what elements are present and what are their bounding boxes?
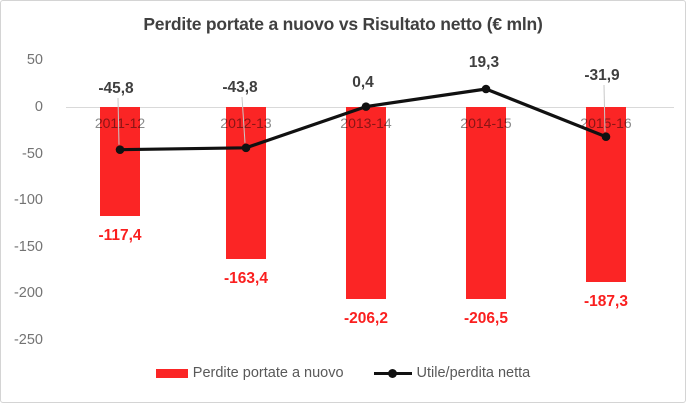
x-axis-category-label: 2012-13 — [220, 115, 272, 131]
legend-item-utile-perdita-netta[interactable]: Utile/perdita netta — [373, 365, 531, 381]
line-data-label: 0,4 — [352, 74, 374, 91]
bar-2011-12[interactable] — [100, 107, 140, 217]
y-axis-tick-label: 0 — [34, 99, 43, 115]
x-axis-category-label: 2011-12 — [94, 115, 146, 131]
bar-data-label: -163,4 — [224, 270, 268, 288]
bar-data-label: -206,5 — [464, 310, 508, 328]
y-axis-tick-label: -150 — [13, 238, 43, 255]
data-label-leader-line — [603, 84, 606, 132]
bar-data-label: -187,3 — [584, 292, 628, 310]
line-data-label: 19,3 — [468, 54, 500, 71]
chart-title: Perdite portate a nuovo vs Risultato net… — [143, 14, 543, 34]
data-label-leader-line — [117, 97, 120, 145]
line-data-label: -45,8 — [98, 80, 134, 97]
line-marker-2014-15[interactable] — [481, 84, 491, 94]
y-axis-tick-label: -50 — [22, 145, 43, 162]
y-axis-tick-label: 50 — [26, 52, 43, 69]
line-marker-2011-12[interactable] — [115, 145, 125, 154]
bar-swatch-icon — [155, 368, 188, 378]
line-data-label: -43,8 — [222, 79, 258, 96]
legend-item-perdite-portate-a-nuovo[interactable]: Perdite portate a nuovo — [155, 365, 344, 381]
bar-data-label: -117,4 — [98, 227, 142, 245]
x-axis-category-label: 2013-14 — [340, 115, 392, 131]
y-axis-tick-label: -200 — [13, 285, 43, 302]
legend-label-perdite: Perdite portate a nuovo — [192, 365, 344, 381]
line-marker-2013-14[interactable] — [361, 102, 371, 111]
bar-2013-14[interactable] — [346, 107, 386, 300]
line-data-label: -31,9 — [584, 67, 620, 84]
bar-data-label: -206,2 — [344, 310, 388, 328]
x-axis-category-label: 2015-16 — [580, 115, 632, 131]
bar-2014-15[interactable] — [466, 107, 506, 300]
legend-label-utile: Utile/perdita netta — [416, 365, 531, 381]
line-marker-2012-13[interactable] — [241, 143, 251, 153]
y-axis-tick-label: -250 — [13, 332, 43, 348]
data-label-leader-line — [241, 96, 246, 143]
utile-perdita-netta-line[interactable] — [119, 87, 607, 152]
x-axis-category-label: 2014-15 — [460, 115, 512, 131]
y-axis-tick-label: -100 — [13, 192, 43, 209]
bar-2012-13[interactable] — [226, 107, 266, 260]
legend: Perdite portate a nuovo Utile/perdita ne… — [1, 365, 685, 381]
line-swatch-icon — [373, 368, 412, 378]
line-marker-2015-16[interactable] — [601, 132, 611, 142]
